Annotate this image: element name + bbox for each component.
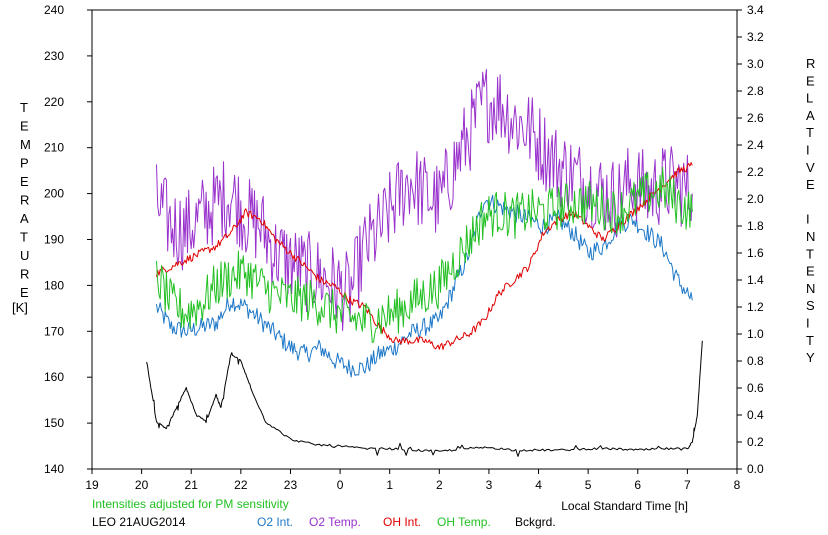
y-right-tick-label: 2.6	[747, 111, 764, 125]
y-right-tick-label: 1.4	[747, 273, 764, 287]
y-left-tick-label: 180	[44, 278, 64, 292]
y-right-tick-label: 3.4	[747, 3, 764, 17]
x-axis-label: Local Standard Time [h]	[561, 499, 688, 513]
x-tick-label: 5	[585, 478, 592, 492]
y-left-tick-label: 160	[44, 370, 64, 384]
left-axis-unit: [K]	[12, 300, 28, 315]
y-left-tick-label: 190	[44, 233, 64, 247]
y-left-tick-label: 150	[44, 416, 64, 430]
y-left-tick-label: 210	[44, 141, 64, 155]
legend-entry-bckgrd: Bckgrd.	[515, 515, 556, 529]
y-right-tick-label: 1.0	[747, 327, 764, 341]
x-tick-label: 3	[486, 478, 493, 492]
sensitivity-note: Intensities adjusted for PM sensitivity	[92, 497, 289, 511]
station-date: LEO 21AUG2014	[92, 515, 186, 529]
y-right-tick-label: 2.8	[747, 84, 764, 98]
legend-entry-oh-int: OH Int.	[383, 515, 421, 529]
y-right-tick-label: 2.0	[747, 192, 764, 206]
series-line-o2-int	[156, 194, 693, 378]
series-layer	[146, 69, 703, 457]
y-right-tick-label: 0.0	[747, 462, 764, 476]
axis-layer: 19 20 21 22 23 0 1 2 3 4 5 6 7 8140150160170180190200…	[44, 3, 764, 492]
x-tick-label: 6	[634, 478, 641, 492]
legend-entry-o2-int: O2 Int.	[257, 515, 293, 529]
y-right-tick-label: 1.8	[747, 219, 764, 233]
x-tick-label: 4	[535, 478, 542, 492]
x-tick-label: 22	[234, 478, 248, 492]
y-left-tick-label: 200	[44, 187, 64, 201]
y-right-tick-label: 0.2	[747, 435, 764, 449]
series-line-o2-temp	[156, 69, 693, 331]
y-left-tick-label: 230	[44, 49, 64, 63]
y-right-tick-label: 1.6	[747, 246, 764, 260]
series-line-oh-int	[156, 162, 693, 350]
x-tick-label: 19	[85, 478, 99, 492]
y-left-tick-label: 240	[44, 3, 64, 17]
x-tick-label: 2	[436, 478, 443, 492]
x-tick-label: 23	[284, 478, 298, 492]
legend-entry-o2-temp: O2 Temp.	[309, 515, 361, 529]
y-right-tick-label: 0.6	[747, 381, 764, 395]
y-right-tick-label: 2.4	[747, 138, 764, 152]
y-left-tick-label: 220	[44, 95, 64, 109]
y-left-tick-label: 140	[44, 462, 64, 476]
y-right-tick-label: 3.2	[747, 30, 764, 44]
y-right-tick-label: 3.0	[747, 57, 764, 71]
legend: O2 Int. O2 Temp. OH Int. OH Temp. Bckgrd.	[257, 515, 556, 529]
y-right-tick-label: 1.2	[747, 300, 764, 314]
series-line-bckgrd	[146, 340, 703, 457]
x-tick-label: 7	[684, 478, 691, 492]
legend-entry-oh-temp: OH Temp.	[437, 515, 491, 529]
y-right-tick-label: 0.8	[747, 354, 764, 368]
x-tick-label: 8	[734, 478, 741, 492]
y-right-tick-label: 2.2	[747, 165, 764, 179]
y-left-tick-label: 170	[44, 324, 64, 338]
series-line-oh-temp	[156, 166, 693, 344]
y-right-tick-label: 0.4	[747, 408, 764, 422]
x-tick-label: 0	[337, 478, 344, 492]
x-tick-label: 1	[386, 478, 393, 492]
x-tick-label: 20	[135, 478, 149, 492]
x-tick-label: 21	[185, 478, 199, 492]
